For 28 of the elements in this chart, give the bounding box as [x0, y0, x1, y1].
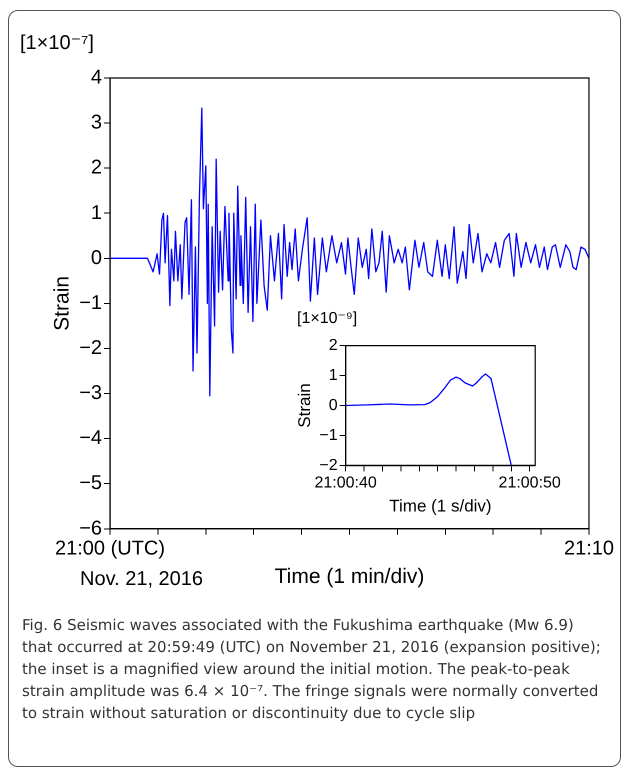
text: [1×10⁻⁷] [20, 31, 94, 55]
y-axis-title: Strain [294, 383, 314, 428]
y-tick-label: 4 [90, 66, 102, 89]
y-tick-label: 2 [90, 156, 102, 179]
x-tick-label: 21:00:40 [314, 474, 377, 492]
y-tick-label: −1 [319, 426, 338, 444]
y-tick-label: 1 [328, 366, 338, 384]
y-tick-label: 1 [90, 202, 102, 224]
x-axis-title: Time (1 min/div) [274, 565, 424, 588]
x-axis-title: Time (1 s/div) [389, 496, 492, 516]
text: Nov. 21, 2016 [80, 568, 204, 591]
x-tick-label: 21:00 (UTC) [54, 537, 166, 560]
y-tick-label: −2 [319, 456, 338, 474]
y-tick-label: −1 [79, 292, 102, 314]
x-tick-label: 21:00:50 [498, 474, 561, 492]
y-axis-title: Strain [50, 276, 74, 331]
caption: Fig. 6 Seismic waves associated with the Fukushima earthquake (Mw 6.9) that occurred at 20:59:49 (UTC) on November 21, 2016 (expansion positive); the inset is a magnified view around the initial motion. The peak-to-peak strain amplitude was 6.4 × 10⁻⁷. The fringe signals were normally converted to strain without saturation or discontinuity due to cycle slip [22, 615, 602, 724]
y-tick-label: 0 [328, 396, 338, 414]
y-tick-label: 2 [328, 337, 338, 354]
y-tick-label: −6 [79, 517, 102, 540]
y-tick-label: −3 [79, 382, 102, 404]
y-tick-label: −4 [79, 427, 102, 450]
y-tick-label: 0 [90, 246, 102, 269]
y-tick-label: −2 [79, 336, 102, 359]
annotation: [1×10⁻⁹] [297, 309, 358, 328]
y-tick-label: −5 [79, 472, 102, 494]
y-tick-label: 3 [90, 112, 102, 134]
x-tick-label: 21:10 [564, 537, 614, 560]
